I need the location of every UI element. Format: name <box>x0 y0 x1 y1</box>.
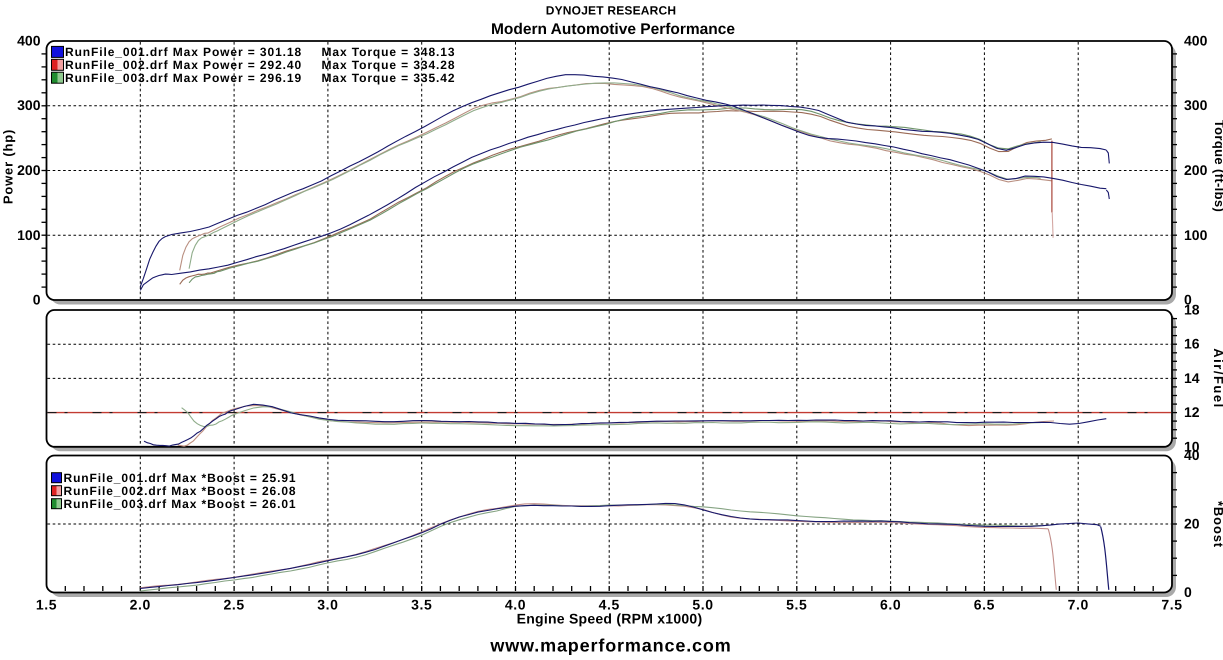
svg-text:14: 14 <box>1184 370 1200 386</box>
svg-text:Max Torque = 335.42: Max Torque = 335.42 <box>322 71 456 85</box>
svg-text:www.maperformance.com: www.maperformance.com <box>489 636 731 656</box>
svg-text:2.5: 2.5 <box>223 597 244 613</box>
svg-text:100: 100 <box>17 227 41 243</box>
svg-text:Engine Speed (RPM x1000): Engine Speed (RPM x1000) <box>517 611 703 627</box>
svg-text:0: 0 <box>1184 584 1192 600</box>
svg-text:RunFile_003.drf Max *Boost = 2: RunFile_003.drf Max *Boost = 26.01 <box>64 497 297 511</box>
svg-text:18: 18 <box>1184 302 1200 318</box>
svg-text:RunFile_002.drf Max Power = 29: RunFile_002.drf Max Power = 292.40 <box>65 58 302 72</box>
svg-text:RunFile_001.drf Max Power = 30: RunFile_001.drf Max Power = 301.18 <box>65 45 302 59</box>
svg-text:3.5: 3.5 <box>411 597 432 613</box>
svg-text:6.0: 6.0 <box>880 597 901 613</box>
svg-text:3.0: 3.0 <box>317 597 338 613</box>
svg-text:Air/Fuel: Air/Fuel <box>1211 348 1223 408</box>
svg-text:Max Torque = 348.13: Max Torque = 348.13 <box>322 45 456 59</box>
svg-text:Torque (ft-lbs): Torque (ft-lbs) <box>1212 120 1223 212</box>
svg-text:7.0: 7.0 <box>1068 597 1089 613</box>
svg-text:6.5: 6.5 <box>974 597 995 613</box>
svg-text:200: 200 <box>17 162 41 178</box>
svg-text:5.0: 5.0 <box>692 597 713 613</box>
svg-text:RunFile_002.drf Max *Boost = 2: RunFile_002.drf Max *Boost = 26.08 <box>64 484 297 498</box>
svg-text:5.5: 5.5 <box>786 597 807 613</box>
svg-text:RunFile_003.drf Max Power = 29: RunFile_003.drf Max Power = 296.19 <box>65 71 302 85</box>
svg-text:0: 0 <box>1184 292 1192 308</box>
svg-text:300: 300 <box>17 97 41 113</box>
svg-text:100: 100 <box>1184 227 1208 243</box>
svg-text:Max Torque = 334.28: Max Torque = 334.28 <box>322 58 456 72</box>
svg-text:4.0: 4.0 <box>505 597 526 613</box>
svg-text:400: 400 <box>17 33 41 49</box>
svg-text:16: 16 <box>1184 336 1200 352</box>
svg-text:*Boost: *Boost <box>1211 501 1223 548</box>
svg-text:2.0: 2.0 <box>130 597 151 613</box>
svg-text:Power (hp): Power (hp) <box>1 129 16 204</box>
svg-text:300: 300 <box>1184 97 1208 113</box>
svg-text:DYNOJET RESEARCH: DYNOJET RESEARCH <box>546 4 677 18</box>
svg-text:12: 12 <box>1184 404 1200 420</box>
svg-text:40: 40 <box>1184 447 1200 463</box>
svg-text:200: 200 <box>1184 162 1208 178</box>
svg-text:1.5: 1.5 <box>36 597 57 613</box>
svg-text:0: 0 <box>33 292 41 308</box>
svg-text:7.5: 7.5 <box>1161 597 1182 613</box>
svg-text:Modern Automotive Performance: Modern Automotive Performance <box>491 21 735 38</box>
svg-text:RunFile_001.drf Max *Boost = 2: RunFile_001.drf Max *Boost = 25.91 <box>64 471 297 485</box>
svg-text:400: 400 <box>1184 33 1208 49</box>
svg-text:10: 10 <box>1184 438 1200 454</box>
svg-text:20: 20 <box>1184 516 1200 532</box>
svg-text:4.5: 4.5 <box>599 597 620 613</box>
